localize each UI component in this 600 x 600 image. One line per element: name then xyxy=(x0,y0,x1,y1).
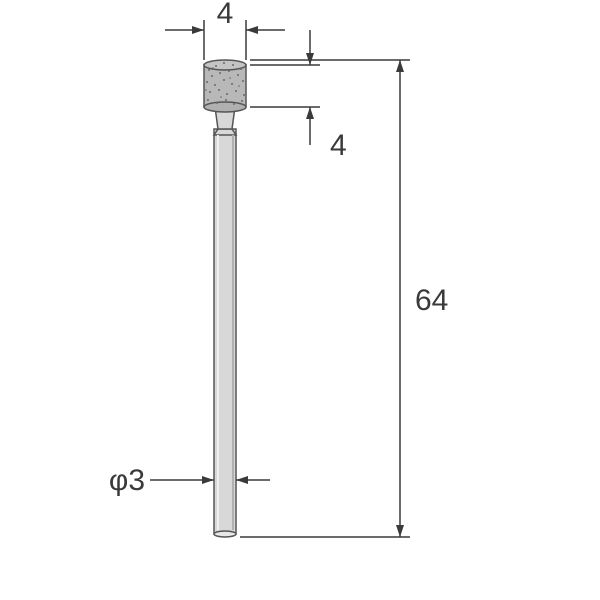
dim-shaft-diameter-value: φ3 xyxy=(109,464,145,497)
dim-head-height-value: 4 xyxy=(330,129,347,162)
dim-head-width-value: 4 xyxy=(217,0,234,30)
head-bottom xyxy=(204,102,246,112)
dim-total-length-value: 64 xyxy=(415,284,448,317)
dim-head-width: 4 xyxy=(165,0,285,60)
dim-head-height: 4 xyxy=(250,30,347,162)
dim-shaft-diameter: φ3 xyxy=(109,464,270,497)
head-top xyxy=(204,60,246,70)
shaft-end xyxy=(214,531,236,537)
part xyxy=(204,60,246,537)
technical-drawing: 4 4 64 φ3 xyxy=(0,0,600,600)
shoulder xyxy=(214,129,236,135)
